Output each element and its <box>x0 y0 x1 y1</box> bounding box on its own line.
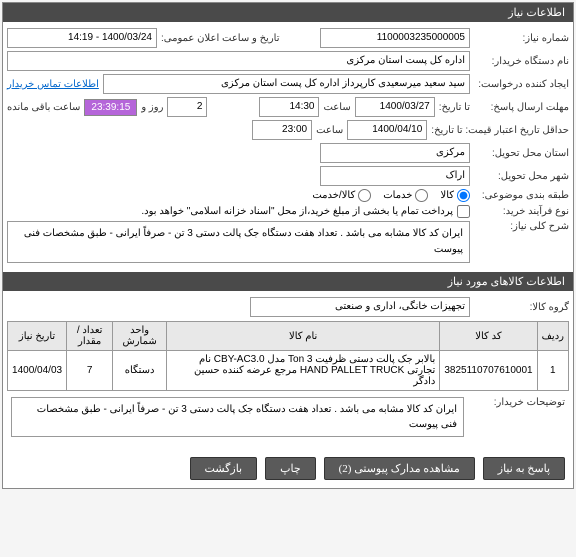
province-label: استان محل تحویل: <box>474 148 569 159</box>
th-unit: واحد شمارش <box>113 322 167 351</box>
process-checkbox[interactable] <box>457 205 470 218</box>
radio-both[interactable]: کالا/خدمت <box>312 189 371 202</box>
org-label: نام دستگاه خریدار: <box>474 56 569 67</box>
process-label: نوع فرآیند خرید: <box>474 206 569 217</box>
group-value: تجهیزات خانگی، اداری و صنعتی <box>250 297 470 317</box>
creator-label: ایجاد کننده درخواست: <box>474 79 569 90</box>
radio-both-input[interactable] <box>358 189 371 202</box>
buyer-desc-section: توضیحات خریدار: ایران کد کالا مشابه می ب… <box>7 391 569 443</box>
province-value: مرکزی <box>320 143 470 163</box>
remain-label: ساعت باقی مانده <box>7 102 80 113</box>
deadline-date: 1400/03/27 <box>355 97 435 117</box>
validity-label: حداقل تاریخ اعتبار قیمت: تا تاریخ: <box>431 125 569 136</box>
th-date: تاریخ نیاز <box>8 322 67 351</box>
items-table: ردیف کد کالا نام کالا واحد شمارش تعداد /… <box>7 321 569 391</box>
ta-tarikh-1: تا تاریخ: <box>439 102 470 113</box>
contact-link[interactable]: اطلاعات تماس خریدار <box>7 79 99 90</box>
buyer-desc-text: ایران کد کالا مشابه می باشد . تعداد هفت … <box>11 397 464 437</box>
th-row: ردیف <box>537 322 568 351</box>
validity-time: 23:00 <box>252 120 312 140</box>
creator-value: سید سعید میرسعیدی کارپرداز اداره کل پست … <box>103 74 470 94</box>
deadline-time: 14:30 <box>259 97 319 117</box>
th-code: کد کالا <box>440 322 537 351</box>
city-value: اراک <box>320 166 470 186</box>
table-header-row: ردیف کد کالا نام کالا واحد شمارش تعداد /… <box>8 322 569 351</box>
panel-title: اطلاعات نیاز <box>3 3 573 22</box>
general-label: شرح کلی نیاز: <box>474 221 569 232</box>
td-date: 1400/04/03 <box>8 351 67 391</box>
radio-khadamat[interactable]: خدمات <box>383 189 428 202</box>
city-label: شهر محل تحویل: <box>474 171 569 182</box>
radio-kala-label: کالا <box>440 190 454 201</box>
announce-value: 1400/03/24 - 14:19 <box>7 28 157 48</box>
general-desc: ایران کد کالا مشابه می باشد . تعداد هفت … <box>7 221 470 263</box>
table-row: 1 3825110707610001 بالابر جک پالت دستی ظ… <box>8 351 569 391</box>
print-button[interactable]: چاپ <box>265 457 316 480</box>
radio-both-label: کالا/خدمت <box>312 190 355 201</box>
days-remain: 2 <box>167 97 207 117</box>
group-label: گروه کالا: <box>474 302 569 313</box>
process-checkbox-line: پرداخت تمام یا بخشی از مبلغ خرید،از محل … <box>141 205 470 218</box>
button-bar: پاسخ به نیاز مشاهده مدارک پیوستی (2) چاپ… <box>3 449 573 488</box>
pkg-label: طبقه بندی موضوعی: <box>474 190 569 201</box>
org-value: اداره کل پست استان مرکزی <box>7 51 470 71</box>
buyer-desc-label: توضیحات خریدار: <box>470 397 565 408</box>
need-no-label: شماره نیاز: <box>474 33 569 44</box>
radio-khadamat-input[interactable] <box>415 189 428 202</box>
td-name: بالابر جک پالت دستی ظرفیت 3 Ton مدل CBY-… <box>167 351 440 391</box>
process-checkbox-label: پرداخت تمام یا بخشی از مبلغ خرید،از محل … <box>141 206 453 217</box>
items-header: اطلاعات کالاهای مورد نیاز <box>3 272 573 291</box>
th-name: نام کالا <box>167 322 440 351</box>
need-no-value: 1100003235000005 <box>320 28 470 48</box>
radio-kala-input[interactable] <box>457 189 470 202</box>
items-area: گروه کالا: تجهیزات خانگی، اداری و صنعتی … <box>3 291 573 449</box>
saat-2: ساعت <box>316 125 343 136</box>
saat-1: ساعت <box>323 102 350 113</box>
td-qty: 7 <box>67 351 113 391</box>
radio-khadamat-label: خدمات <box>383 190 412 201</box>
th-qty: تعداد / مقدار <box>67 322 113 351</box>
td-code: 3825110707610001 <box>440 351 537 391</box>
td-row: 1 <box>537 351 568 391</box>
validity-date: 1400/04/10 <box>347 120 427 140</box>
deadline-label: مهلت ارسال پاسخ: <box>474 102 569 113</box>
pkg-radio-group: کالا خدمات کالا/خدمت <box>312 189 470 202</box>
reply-button[interactable]: پاسخ به نیاز <box>483 457 565 480</box>
countdown-timer: 23:39:15 <box>84 99 137 116</box>
td-unit: دستگاه <box>113 351 167 391</box>
form-area: شماره نیاز: 1100003235000005 تاریخ و ساع… <box>3 22 573 272</box>
main-panel: اطلاعات نیاز شماره نیاز: 110000323500000… <box>2 2 574 489</box>
radio-kala[interactable]: کالا <box>440 189 470 202</box>
attachments-button[interactable]: مشاهده مدارک پیوستی (2) <box>324 457 475 480</box>
announce-label: تاریخ و ساعت اعلان عمومی: <box>161 33 280 44</box>
back-button[interactable]: بازگشت <box>190 457 258 480</box>
days-remain-label: روز و <box>141 102 163 113</box>
